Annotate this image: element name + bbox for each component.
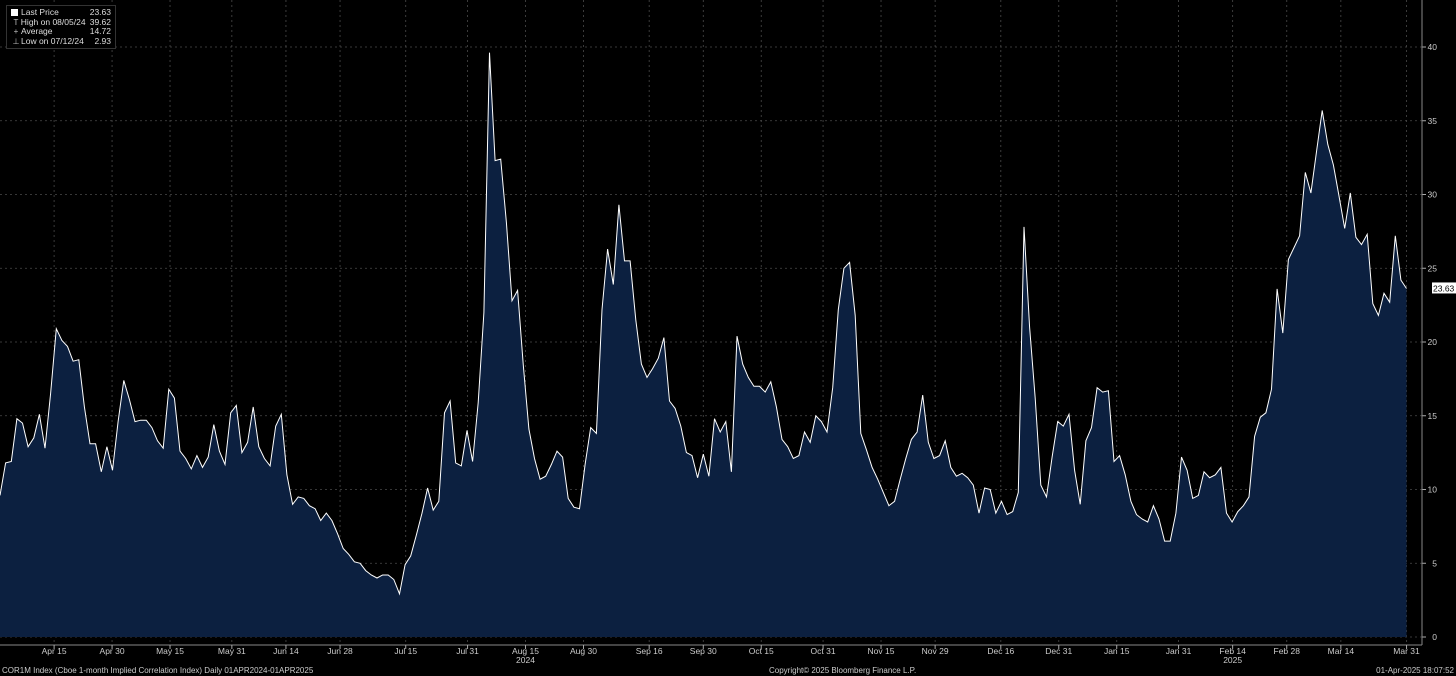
x-tick-label: Aug 30 (570, 646, 597, 656)
legend-high-icon: T (13, 17, 19, 27)
legend-item-average: + Average 14.72 (11, 26, 111, 37)
x-tick-label: Jul 31 (456, 646, 479, 656)
x-tick-label: Aug 15 (512, 646, 539, 656)
legend-label: Low on 07/12/24 (21, 35, 84, 46)
last-value-tag: 23.63 (1432, 282, 1456, 294)
x-tick-label: Nov 15 (868, 646, 895, 656)
footer-copyright: Copyright© 2025 Bloomberg Finance L.P. (769, 666, 917, 675)
y-tick-label: 40 (1428, 42, 1438, 52)
y-axis-ticks: 0 5 10 15 20 25 30 35 40 (1421, 0, 1438, 645)
legend-item-low: ⊥ Low on 07/12/24 2.93 (11, 35, 111, 47)
x-tick-label: Oct 31 (811, 646, 836, 656)
last-value-tag-box (1432, 282, 1456, 294)
legend-value: 39.62 (89, 16, 111, 27)
y-tick-label: 30 (1428, 190, 1438, 200)
x-tick-label: Dec 16 (987, 646, 1014, 656)
chart-legend: Last Price 23.63 T High on 08/05/24 39.6… (6, 5, 116, 49)
x-tick-label: Sep 30 (690, 646, 717, 656)
legend-value: 2.93 (94, 35, 111, 46)
legend-label: Average (21, 26, 53, 36)
y-tick-label: 15 (1428, 411, 1438, 421)
x-tick-label: Jun 28 (327, 646, 353, 656)
footer-security-description: COR1M Index (Cboe 1-month Implied Correl… (2, 666, 314, 675)
x-axis-ticks: Apr 15 Apr 30 May 15 May 31 Jun 14 Jun 28 Jul … (0, 644, 1422, 665)
x-tick-label: Jan 15 (1104, 646, 1130, 656)
footer-timestamp: 01-Apr-2025 18:07:52 (1376, 666, 1454, 675)
x-tick-label: Jan 31 (1166, 646, 1192, 656)
x-tick-label: Sep 16 (636, 646, 663, 656)
y-tick-label: 20 (1428, 337, 1438, 347)
x-tick-label: Apr 30 (100, 646, 125, 656)
legend-label: Last Price (21, 7, 59, 17)
x-tick-label: Nov 29 (922, 646, 949, 656)
y-tick-label: 5 (1432, 558, 1437, 568)
x-tick-label: Jul 15 (394, 646, 417, 656)
x-tick-label: Jun 14 (273, 646, 299, 656)
y-tick-label: 10 (1428, 485, 1438, 495)
x-tick-label: Dec 31 (1045, 646, 1072, 656)
x-tick-label: May 15 (156, 646, 184, 656)
x-tick-label: Oct 15 (749, 646, 774, 656)
series-area-fill (0, 52, 1407, 638)
legend-square-icon (11, 9, 18, 17)
legend-value: 14.72 (89, 26, 111, 36)
x-tick-label: Mar 14 (1328, 646, 1355, 656)
legend-label: High on 08/05/24 (20, 16, 86, 27)
legend-item-high: T High on 08/05/24 39.62 (11, 16, 111, 28)
last-value-tag-text: 23.63 (1433, 283, 1455, 293)
x-year-label: 2025 (1223, 655, 1242, 665)
series-line-last-price (0, 52, 1407, 596)
legend-item-last-price: Last Price 23.63 (11, 7, 111, 18)
x-tick-label: Feb 28 (1274, 646, 1301, 656)
legend-average-icon: + (13, 27, 19, 36)
x-tick-label: Feb 14 (1219, 646, 1246, 656)
y-tick-label: 35 (1428, 116, 1438, 126)
legend-value: 23.63 (89, 7, 111, 17)
x-tick-label: Mar 31 (1393, 646, 1420, 656)
legend-low-icon: ⊥ (12, 36, 20, 46)
y-tick-label: 0 (1432, 632, 1437, 642)
x-year-label: 2024 (516, 655, 535, 665)
x-tick-label: Apr 15 (42, 646, 67, 656)
y-tick-label: 25 (1428, 263, 1438, 273)
x-tick-label: May 31 (218, 646, 246, 656)
